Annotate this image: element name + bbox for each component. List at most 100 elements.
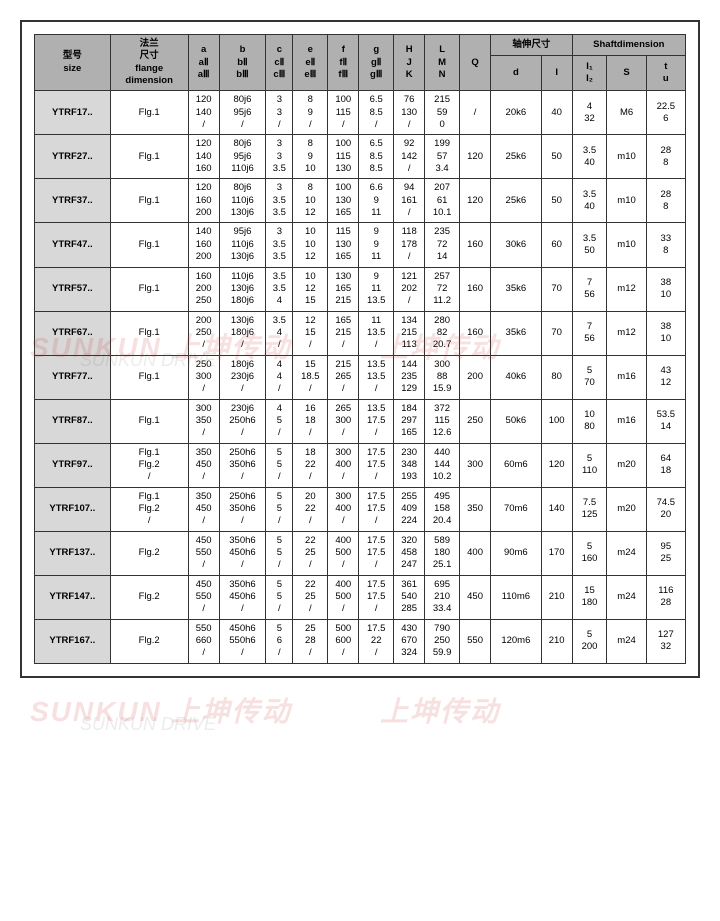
cell-b: 95j6 110j6 130j6 bbox=[219, 223, 266, 267]
cell-f: 400 500 / bbox=[328, 575, 359, 619]
cell-e: 25 28 / bbox=[293, 619, 328, 663]
col-shaft-dim: Shaftdimension bbox=[572, 35, 685, 56]
cell-l1: 5 70 bbox=[572, 355, 607, 399]
watermark: SUNKUN 上坤传动 bbox=[30, 690, 292, 730]
cell-b: 350h6 450h6 / bbox=[219, 531, 266, 575]
cell-l: 100 bbox=[541, 399, 572, 443]
cell-l1: 3.5 50 bbox=[572, 223, 607, 267]
cell-S: m24 bbox=[607, 531, 646, 575]
cell-L: 440 144 10.2 bbox=[425, 443, 460, 487]
cell-l: 80 bbox=[541, 355, 572, 399]
col-d: d bbox=[491, 56, 542, 91]
cell-e: 22 25 / bbox=[293, 575, 328, 619]
cell-H: 230 348 193 bbox=[394, 443, 425, 487]
table-frame: 型号 size 法兰 尺寸 flange dimension a aⅡ aⅢ b… bbox=[20, 20, 700, 678]
cell-L: 300 88 15.9 bbox=[425, 355, 460, 399]
col-h: H J K bbox=[394, 35, 425, 91]
cell-a: 250 300 / bbox=[188, 355, 219, 399]
cell-a: 550 660 / bbox=[188, 619, 219, 663]
cell-f: 130 165 215 bbox=[328, 267, 359, 311]
table-row: YTRF87..Flg.1300 350 /230j6 250h6 /4 5 /… bbox=[35, 399, 686, 443]
cell-size: YTRF27.. bbox=[35, 135, 111, 179]
cell-flange: Flg.2 bbox=[110, 531, 188, 575]
cell-S: m10 bbox=[607, 179, 646, 223]
table-row: YTRF107..Flg.1 Flg.2 /350 450 /250h6 350… bbox=[35, 487, 686, 531]
col-size: 型号 size bbox=[35, 35, 111, 91]
col-e: e eⅡ eⅢ bbox=[293, 35, 328, 91]
cell-flange: Flg.1 bbox=[110, 91, 188, 135]
cell-l: 50 bbox=[541, 179, 572, 223]
cell-b: 250h6 350h6 / bbox=[219, 487, 266, 531]
cell-flange: Flg.1 bbox=[110, 135, 188, 179]
cell-Q: 160 bbox=[460, 311, 491, 355]
cell-a: 120 160 200 bbox=[188, 179, 219, 223]
cell-c: 3 3.5 3.5 bbox=[266, 223, 293, 267]
cell-c: 5 6 / bbox=[266, 619, 293, 663]
cell-flange: Flg.1 bbox=[110, 223, 188, 267]
cell-f: 100 115 / bbox=[328, 91, 359, 135]
cell-l1: 5 160 bbox=[572, 531, 607, 575]
cell-flange: Flg.1 bbox=[110, 179, 188, 223]
cell-e: 12 15 / bbox=[293, 311, 328, 355]
spec-table: 型号 size 法兰 尺寸 flange dimension a aⅡ aⅢ b… bbox=[34, 34, 686, 664]
cell-L: 257 72 11.2 bbox=[425, 267, 460, 311]
table-row: YTRF77..Flg.1250 300 /180j6 230j6 /4 4 /… bbox=[35, 355, 686, 399]
cell-e: 18 22 / bbox=[293, 443, 328, 487]
cell-t: 64 18 bbox=[646, 443, 685, 487]
cell-f: 165 215 / bbox=[328, 311, 359, 355]
cell-g: 13.5 17.5 / bbox=[359, 399, 394, 443]
cell-c: 5 5 / bbox=[266, 443, 293, 487]
cell-flange: Flg.1 bbox=[110, 355, 188, 399]
cell-S: m12 bbox=[607, 267, 646, 311]
cell-c: 3 3.5 3.5 bbox=[266, 179, 293, 223]
cell-t: 127 32 bbox=[646, 619, 685, 663]
cell-H: 134 215 113 bbox=[394, 311, 425, 355]
cell-H: 184 297 165 bbox=[394, 399, 425, 443]
cell-S: m20 bbox=[607, 443, 646, 487]
cell-c: 4 4 / bbox=[266, 355, 293, 399]
col-t: t u bbox=[646, 56, 685, 91]
cell-S: m16 bbox=[607, 355, 646, 399]
col-s: S bbox=[607, 56, 646, 91]
cell-d: 50k6 bbox=[491, 399, 542, 443]
col-b: b bⅡ bⅢ bbox=[219, 35, 266, 91]
cell-Q: 120 bbox=[460, 135, 491, 179]
cell-g: 6.5 8.5 / bbox=[359, 91, 394, 135]
cell-l1: 10 80 bbox=[572, 399, 607, 443]
cell-e: 22 25 / bbox=[293, 531, 328, 575]
cell-L: 215 59 0 bbox=[425, 91, 460, 135]
col-l1: I₁ I₂ bbox=[572, 56, 607, 91]
cell-H: 76 130 / bbox=[394, 91, 425, 135]
cell-l1: 5 200 bbox=[572, 619, 607, 663]
col-ll: I bbox=[541, 56, 572, 91]
cell-S: M6 bbox=[607, 91, 646, 135]
cell-g: 6.6 9 11 bbox=[359, 179, 394, 223]
cell-t: 22.5 6 bbox=[646, 91, 685, 135]
cell-l1: 3.5 40 bbox=[572, 135, 607, 179]
cell-l: 70 bbox=[541, 267, 572, 311]
cell-g: 17.5 17.5 / bbox=[359, 443, 394, 487]
cell-e: 10 10 12 bbox=[293, 223, 328, 267]
cell-d: 30k6 bbox=[491, 223, 542, 267]
cell-S: m16 bbox=[607, 399, 646, 443]
cell-c: 3.5 4 / bbox=[266, 311, 293, 355]
cell-t: 116 28 bbox=[646, 575, 685, 619]
cell-c: 5 5 / bbox=[266, 575, 293, 619]
cell-size: YTRF107.. bbox=[35, 487, 111, 531]
cell-d: 20k6 bbox=[491, 91, 542, 135]
cell-e: 16 18 / bbox=[293, 399, 328, 443]
cell-size: YTRF47.. bbox=[35, 223, 111, 267]
cell-l: 60 bbox=[541, 223, 572, 267]
cell-Q: 550 bbox=[460, 619, 491, 663]
cell-g: 9 11 13.5 bbox=[359, 267, 394, 311]
cell-e: 8 10 12 bbox=[293, 179, 328, 223]
col-a: a aⅡ aⅢ bbox=[188, 35, 219, 91]
cell-t: 28 8 bbox=[646, 179, 685, 223]
cell-t: 38 10 bbox=[646, 267, 685, 311]
cell-l1: 15 180 bbox=[572, 575, 607, 619]
cell-l: 50 bbox=[541, 135, 572, 179]
cell-d: 35k6 bbox=[491, 267, 542, 311]
cell-l: 120 bbox=[541, 443, 572, 487]
cell-f: 115 130 165 bbox=[328, 223, 359, 267]
table-row: YTRF67..Flg.1200 250 /130j6 180j6 /3.5 4… bbox=[35, 311, 686, 355]
